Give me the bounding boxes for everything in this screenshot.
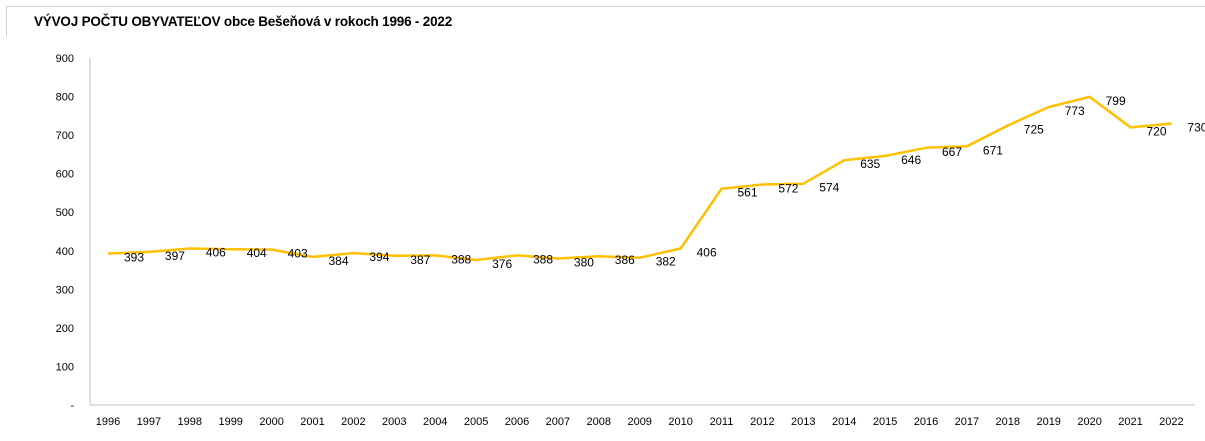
data-labels: 393 397 406 404 403 384 394 387 388 376 388 380 386 3… xyxy=(124,94,1205,271)
x-tick-label: 2001 xyxy=(300,416,324,428)
x-tick-label: 2007 xyxy=(546,416,570,428)
y-tick-label: 200 xyxy=(56,323,74,335)
data-label: 387 xyxy=(410,253,430,267)
data-label: 406 xyxy=(206,245,226,259)
data-label: 376 xyxy=(492,257,512,271)
x-tick-label: 2013 xyxy=(791,416,815,428)
data-label: 404 xyxy=(247,246,267,260)
y-tick-label: 300 xyxy=(56,284,74,296)
chart-frame-left-border xyxy=(6,6,7,36)
x-tick-label: 1999 xyxy=(218,416,242,428)
data-label: 572 xyxy=(778,181,798,195)
x-tick-label: 2004 xyxy=(423,416,447,428)
x-tick-label: 2008 xyxy=(587,416,611,428)
x-tick-label: 2018 xyxy=(996,416,1020,428)
x-tick-label: 2002 xyxy=(341,416,365,428)
data-label: 403 xyxy=(288,247,308,261)
data-label: 386 xyxy=(615,253,635,267)
x-tick-label: 2016 xyxy=(914,416,938,428)
y-tick-label: 800 xyxy=(56,92,74,104)
data-label: 382 xyxy=(656,255,676,269)
x-tick-label: 2020 xyxy=(1077,416,1101,428)
data-label: 380 xyxy=(574,255,594,269)
data-label: 773 xyxy=(1065,104,1085,118)
x-tick-label: 2006 xyxy=(505,416,529,428)
data-label: 394 xyxy=(369,250,389,264)
x-tick-label: 2021 xyxy=(1118,416,1142,428)
data-label: 635 xyxy=(860,157,880,171)
data-label: 725 xyxy=(1024,122,1044,136)
y-tick-label: 900 xyxy=(56,53,74,65)
x-tick-label: 2000 xyxy=(259,416,283,428)
x-tick-label: 1996 xyxy=(96,416,120,428)
population-series xyxy=(107,95,1172,262)
chart-title: VÝVOJ POČTU OBYVATEĽOV obce Bešeňová v r… xyxy=(34,14,453,29)
y-tick-label: 500 xyxy=(56,207,74,219)
x-tick-label: 2005 xyxy=(464,416,488,428)
data-label: 406 xyxy=(697,245,717,259)
data-label: 388 xyxy=(451,252,471,266)
x-tick-label: 2012 xyxy=(750,416,774,428)
series-line xyxy=(107,95,1172,262)
data-label: 393 xyxy=(124,250,144,264)
data-label: 397 xyxy=(165,249,185,263)
y-tick-label: 700 xyxy=(56,130,74,142)
y-tick-label: - xyxy=(70,400,74,412)
y-tick-label: 100 xyxy=(56,361,74,373)
x-tick-label: 2011 xyxy=(710,416,734,428)
x-tick-label: 2019 xyxy=(1036,416,1060,428)
data-label: 720 xyxy=(1147,124,1167,138)
x-tick-label: 1998 xyxy=(178,416,202,428)
x-tick-label: 2010 xyxy=(668,416,692,428)
data-label: 384 xyxy=(329,254,349,268)
data-label: 388 xyxy=(533,252,553,266)
x-tick-label: 2003 xyxy=(382,416,406,428)
y-tick-label: 400 xyxy=(56,246,74,258)
x-tick-label: 2022 xyxy=(1159,416,1183,428)
x-tick-label: 2014 xyxy=(832,416,856,428)
data-label: 646 xyxy=(901,153,921,167)
x-axis: 1996 1997 1998 1999 2000 2001 2002 2003 2004 2005… xyxy=(90,404,1195,428)
data-label: 561 xyxy=(738,186,758,200)
data-label: 799 xyxy=(1106,94,1126,108)
y-tick-label: 600 xyxy=(56,169,74,181)
data-label: 574 xyxy=(819,181,839,195)
x-tick-label: 1997 xyxy=(137,416,161,428)
x-tick-label: 2015 xyxy=(873,416,897,428)
chart-frame-top-border xyxy=(6,6,1205,7)
data-label: 671 xyxy=(983,143,1003,157)
x-tick-label: 2017 xyxy=(955,416,979,428)
data-label: 730 xyxy=(1187,121,1205,135)
x-tick-label: 2009 xyxy=(627,416,651,428)
data-label: 667 xyxy=(942,145,962,159)
y-axis: - 100 200 300 400 500 600 700 800 900 xyxy=(56,53,91,412)
